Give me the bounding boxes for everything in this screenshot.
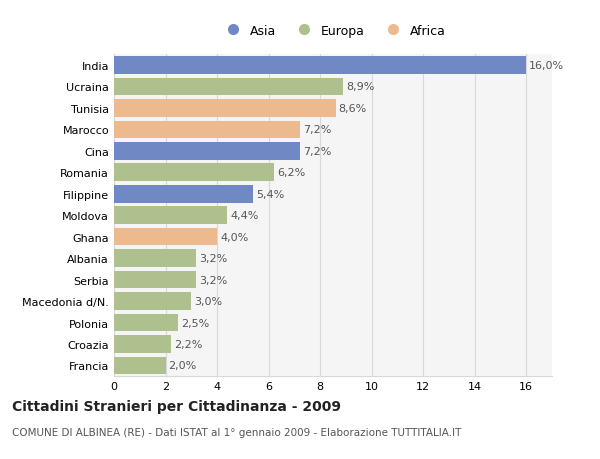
Bar — [114, 164, 274, 182]
Text: 7,2%: 7,2% — [302, 146, 331, 157]
Text: 6,2%: 6,2% — [277, 168, 305, 178]
Legend: Asia, Europa, Africa: Asia, Europa, Africa — [215, 20, 451, 43]
Text: 4,4%: 4,4% — [230, 211, 259, 221]
Text: 8,9%: 8,9% — [346, 82, 375, 92]
Bar — [114, 229, 217, 246]
Bar — [114, 143, 299, 160]
Text: 2,2%: 2,2% — [174, 339, 202, 349]
Bar — [114, 121, 299, 139]
Text: 8,6%: 8,6% — [338, 104, 367, 114]
Text: 2,5%: 2,5% — [182, 318, 210, 328]
Text: 4,0%: 4,0% — [220, 232, 248, 242]
Text: 7,2%: 7,2% — [302, 125, 331, 135]
Bar — [114, 293, 191, 310]
Text: 5,4%: 5,4% — [256, 189, 284, 199]
Bar — [114, 100, 335, 118]
Text: 16,0%: 16,0% — [529, 61, 565, 71]
Bar — [114, 78, 343, 96]
Text: 3,0%: 3,0% — [194, 297, 223, 307]
Bar — [114, 314, 178, 331]
Text: COMUNE DI ALBINEA (RE) - Dati ISTAT al 1° gennaio 2009 - Elaborazione TUTTITALIA: COMUNE DI ALBINEA (RE) - Dati ISTAT al 1… — [12, 427, 461, 437]
Bar — [114, 357, 166, 375]
Text: 3,2%: 3,2% — [200, 275, 228, 285]
Text: Cittadini Stranieri per Cittadinanza - 2009: Cittadini Stranieri per Cittadinanza - 2… — [12, 399, 341, 413]
Bar — [114, 271, 196, 289]
Bar — [114, 57, 526, 74]
Bar — [114, 185, 253, 203]
Text: 2,0%: 2,0% — [169, 361, 197, 371]
Bar — [114, 336, 170, 353]
Text: 3,2%: 3,2% — [200, 253, 228, 263]
Bar — [114, 250, 196, 267]
Bar — [114, 207, 227, 224]
